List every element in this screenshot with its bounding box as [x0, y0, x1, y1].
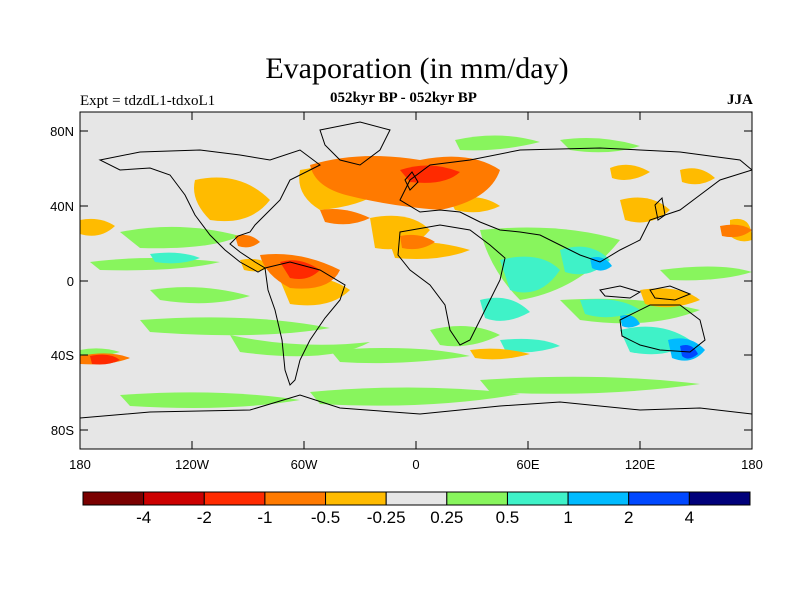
lat-label-40n: 40N — [50, 199, 74, 214]
lat-label-80s: 80S — [51, 423, 74, 438]
colorbar-label: 1 — [563, 508, 572, 527]
colorbar-label: -4 — [136, 508, 151, 527]
anomaly-field — [80, 135, 752, 408]
colorbar-label: -1 — [257, 508, 272, 527]
colorbar-labels: -4 -2 -1 -0.5 -0.25 0.25 0.5 1 2 4 — [136, 508, 694, 527]
colorbar-label: -2 — [197, 508, 212, 527]
colorbar-swatch — [446, 491, 508, 506]
colorbar-swatch — [628, 491, 690, 506]
lat-tick-marks — [80, 130, 752, 431]
lat-label-0: 0 — [67, 274, 74, 289]
plot-title: Evaporation (in mm/day) — [265, 52, 569, 85]
lon-label-120e: 120E — [625, 457, 656, 472]
lon-label-180e: 180 — [741, 457, 763, 472]
colorbar-label: 0.5 — [496, 508, 520, 527]
colorbar-label: -0.25 — [367, 508, 406, 527]
lon-label-60w: 60W — [291, 457, 318, 472]
colorbar-swatch — [567, 491, 630, 506]
colorbar-swatch — [143, 491, 205, 506]
colorbar-swatch — [203, 491, 266, 506]
lat-label-40s: 40S — [51, 348, 74, 363]
colorbar-label: 2 — [624, 508, 633, 527]
lon-label-60e: 60E — [516, 457, 539, 472]
lon-tick-marks — [191, 112, 641, 449]
coastlines — [80, 121, 752, 419]
lon-label-120w: 120W — [175, 457, 210, 472]
colorbar-label: 0.25 — [430, 508, 463, 527]
colorbar-swatch — [325, 491, 387, 506]
season-label: JJA — [727, 92, 753, 108]
colorbar-swatch — [506, 491, 569, 506]
lat-label-80n: 80N — [50, 124, 74, 139]
colorbar-swatch — [385, 491, 448, 506]
lon-label-0: 0 — [412, 457, 419, 472]
plot-subtitle: 052kyr BP - 052kyr BP — [330, 90, 477, 106]
colorbar-label: 4 — [685, 508, 694, 527]
colorbar-swatch — [264, 491, 327, 506]
lon-label-180w: 180 — [69, 457, 91, 472]
colorbar-label: -0.5 — [311, 508, 340, 527]
colorbar — [82, 491, 751, 506]
experiment-label: Expt = tdzdL1-tdxoL1 — [80, 93, 216, 109]
colorbar-swatch — [82, 491, 145, 506]
colorbar-swatch — [688, 491, 751, 506]
